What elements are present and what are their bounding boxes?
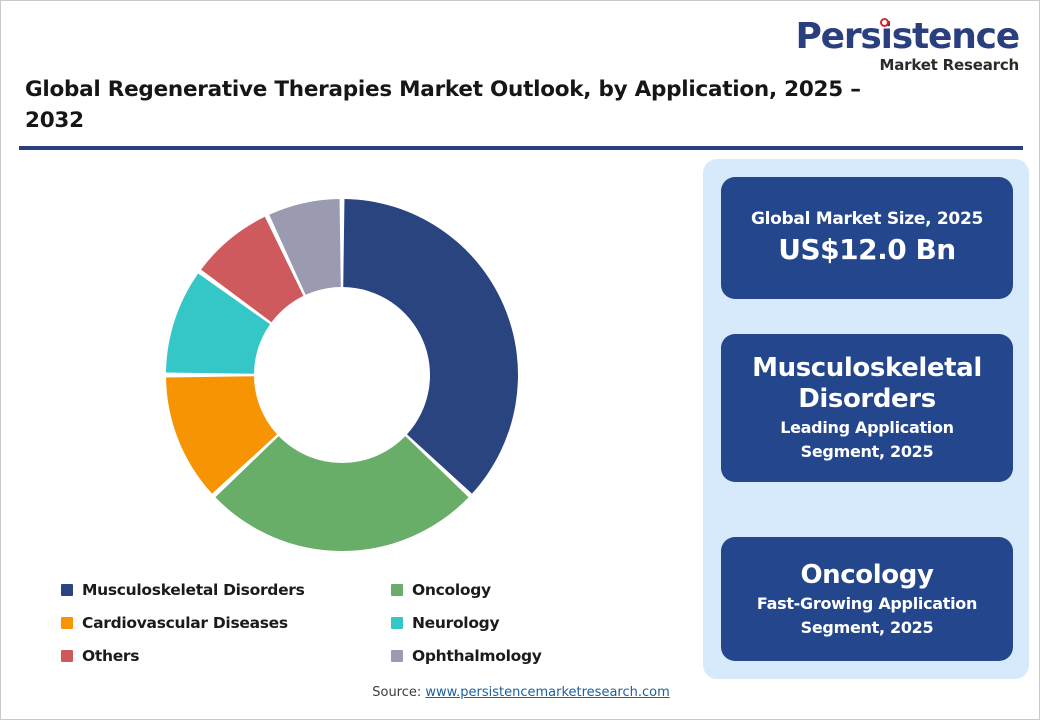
legend-item[interactable]: Others <box>61 647 391 665</box>
legend-label: Others <box>82 646 140 665</box>
legend-swatch-icon <box>391 616 403 629</box>
legend-label: Oncology <box>412 580 491 599</box>
legend-label: Cardiovascular Diseases <box>82 613 288 632</box>
legend-item[interactable]: Oncology <box>391 581 621 599</box>
legend-item[interactable]: Ophthalmology <box>391 647 621 665</box>
donut-slice[interactable]: Ophthalmology: 7% <box>269 199 341 295</box>
source-link[interactable]: www.persistencemarketresearch.com <box>425 685 670 700</box>
leading-segment-sub-line2: Segment, 2025 <box>800 442 934 462</box>
card-leading-segment: Musculoskeletal Disorders Leading Applic… <box>721 334 1013 482</box>
legend-swatch-icon <box>61 649 73 662</box>
legend-label: Ophthalmology <box>412 646 542 665</box>
legend-swatch-icon <box>391 649 403 662</box>
donut-chart-svg: Musculoskeletal Disorders: 37%Oncology: … <box>166 199 518 551</box>
page-title: Global Regenerative Therapies Market Out… <box>25 77 861 133</box>
card-market-size: Global Market Size, 2025 US$12.0 Bn <box>721 177 1013 299</box>
legend-swatch-icon <box>391 583 403 596</box>
fast-growing-sub-line2: Segment, 2025 <box>800 617 934 637</box>
header: Persistence Market Research Global Regen… <box>1 1 1040 151</box>
title-divider <box>19 146 1023 150</box>
donut-slice[interactable]: Neurology: 10% <box>166 273 271 374</box>
legend-item[interactable]: Neurology <box>391 614 621 632</box>
logo-dot-icon <box>880 18 890 27</box>
legend-item[interactable]: Musculoskeletal Disorders <box>61 581 391 599</box>
legend-label: Musculoskeletal Disorders <box>82 580 305 599</box>
highlights-panel: Global Market Size, 2025 US$12.0 Bn Musc… <box>703 159 1029 679</box>
donut-slice[interactable]: Oncology: 26% <box>215 436 469 551</box>
legend-swatch-icon <box>61 616 73 629</box>
donut-slice[interactable]: Musculoskeletal Disorders: 37% <box>343 199 518 494</box>
fast-growing-sub-line1: Fast-Growing Application <box>756 593 978 613</box>
legend-item[interactable]: Cardiovascular Diseases <box>61 614 391 632</box>
donut-slice[interactable]: Cardiovascular Diseases: 12% <box>166 376 278 494</box>
donut-slice[interactable]: Others: 8% <box>201 216 304 323</box>
market-size-value: US$12.0 Bn <box>778 232 956 266</box>
legend-label: Neurology <box>412 613 500 632</box>
leading-segment-sub-line1: Leading Application <box>780 418 954 438</box>
chart-legend: Musculoskeletal Disorders Oncology Cardiov… <box>61 573 621 672</box>
brand-logo-wordmark: Persistence <box>795 16 1020 57</box>
source-prefix: Source: <box>372 685 426 700</box>
brand-logo-subtitle: Market Research <box>879 56 1019 74</box>
market-size-caption: Global Market Size, 2025 <box>750 209 984 230</box>
leading-segment-headline-line1: Musculoskeletal <box>752 353 982 384</box>
fast-growing-headline: Oncology <box>800 559 934 590</box>
chart-area: Musculoskeletal Disorders: 37%Oncology: … <box>1 153 691 683</box>
source-note: Source: www.persistencemarketresearch.co… <box>1 685 1040 700</box>
leading-segment-headline-line2: Disorders <box>798 384 936 415</box>
card-fast-growing-segment: Oncology Fast-Growing Application Segmen… <box>721 537 1013 661</box>
legend-swatch-icon <box>61 583 73 596</box>
donut-slice-group: Musculoskeletal Disorders: 37%Oncology: … <box>166 199 518 551</box>
brand-logo: Persistence Market Research <box>795 16 1020 74</box>
donut-chart: Musculoskeletal Disorders: 37%Oncology: … <box>165 195 519 555</box>
brand-logo-word-text: Persistence <box>795 16 1020 57</box>
